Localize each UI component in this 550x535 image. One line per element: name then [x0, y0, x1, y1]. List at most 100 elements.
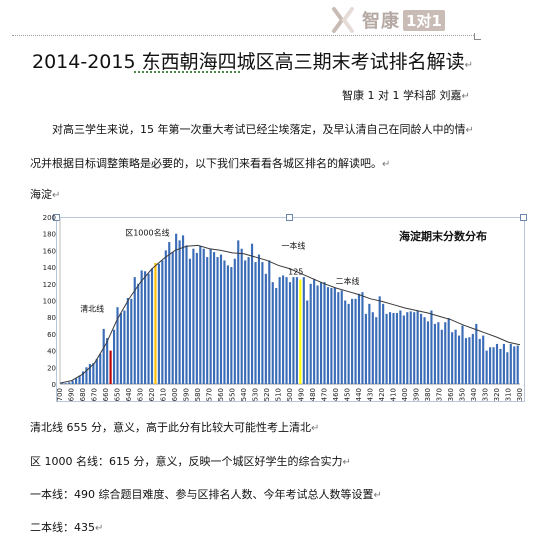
x-tick-label: 310: [505, 388, 513, 401]
bar: [192, 248, 195, 384]
bar: [471, 333, 474, 384]
bar: [185, 245, 188, 384]
bar: [250, 243, 254, 384]
kangaroo-x-logo-icon: [330, 6, 358, 34]
x-tick-label: 620: [148, 388, 156, 401]
bar: [409, 311, 412, 384]
chart-annotation: 二本线: [336, 276, 360, 286]
bar: [219, 254, 223, 384]
bar: [282, 275, 285, 384]
bar: [92, 363, 95, 384]
paragraph-mark-icon: ↵: [464, 60, 473, 71]
bar: [337, 292, 340, 384]
bar: [416, 310, 419, 384]
header-divider: [12, 35, 474, 36]
bar: [81, 371, 85, 384]
bar: [461, 325, 464, 384]
x-tick-label: 660: [102, 388, 110, 401]
bar: [344, 300, 347, 384]
bar: [509, 343, 512, 384]
brand-logo: 智康 1对1: [330, 6, 445, 34]
y-tick-label: 200: [43, 214, 56, 222]
bar: [368, 303, 371, 384]
rank1000-line-text: 区 1000 名线：615 分，意义，反映一个城区好学生的综合实力↵: [30, 453, 351, 469]
chart-title: 海淀期末分数分布: [399, 229, 487, 243]
bar: [437, 322, 440, 384]
bar: [420, 313, 423, 384]
x-tick-label: 470: [321, 388, 329, 401]
author-line: 智康 1 对 1 学科部 刘嘉↵: [342, 87, 470, 103]
bar: [206, 257, 209, 384]
bar: [140, 270, 143, 384]
bar: [195, 252, 198, 384]
x-tick-label: 480: [309, 388, 317, 401]
spellcheck-underline: [134, 71, 240, 73]
bar: [254, 262, 257, 384]
bar: [147, 273, 150, 384]
bar: [119, 313, 123, 384]
bar: [164, 250, 167, 384]
paragraph-mark-icon: ↵: [382, 159, 391, 170]
qingbei-text: 清北线 655 分，意义，高于此分有比较大可能性考上清北: [30, 421, 311, 434]
bar: [257, 254, 261, 384]
x-tick-label: 370: [436, 388, 444, 401]
bar: [278, 277, 281, 384]
bar: [216, 257, 219, 384]
qingbei-line-text: 清北线 655 分，意义，高于此分有比较大可能性考上清北↵: [30, 419, 319, 435]
x-tick-label: 410: [390, 388, 398, 401]
y-tick-label: 80: [47, 314, 56, 322]
bar: [378, 296, 381, 384]
erben-line-text: 二本线：435↵: [30, 519, 103, 535]
bar: [123, 310, 126, 384]
erben-text: 二本线：435: [30, 521, 95, 534]
yiben-text: 一本线：490 综合题目难度、参与区排名人数、今年考试总人数等设置: [30, 488, 374, 501]
bar: [388, 312, 392, 384]
author-text: 智康 1 对 1 学科部 刘嘉: [342, 89, 462, 102]
bar: [188, 258, 192, 384]
bar: [157, 263, 160, 384]
bar: [112, 329, 116, 384]
bar: [202, 248, 205, 384]
logo-box: 1对1: [403, 9, 445, 31]
bar: [126, 297, 129, 384]
bar: [137, 283, 140, 384]
resize-handle-top-right[interactable]: [520, 214, 527, 221]
y-tick-label: 160: [43, 247, 56, 255]
trend-line: [59, 244, 521, 384]
bar: [451, 332, 454, 384]
bar: [495, 343, 499, 384]
score-distribution-chart[interactable]: 0 20 40 60 80 100 120 140 160 180 200 700 690 680 670 6…: [30, 213, 527, 402]
bar: [399, 310, 402, 384]
bar: [223, 260, 226, 384]
bar: [426, 321, 430, 384]
y-tick-label: 180: [43, 231, 56, 239]
x-tick-label: 570: [206, 388, 214, 401]
bar: [244, 260, 247, 384]
bar: [326, 287, 330, 384]
bar: [382, 303, 385, 384]
bar: [506, 352, 509, 384]
bar: [199, 246, 202, 384]
bar: [68, 382, 71, 384]
y-tick-label: 20: [47, 364, 56, 372]
title-text: 2014-2015 东西朝海四城区高三期末考试排名解读: [32, 51, 465, 73]
x-tick-label: 520: [263, 388, 271, 401]
bar: [457, 335, 461, 384]
x-tick-label: 510: [275, 388, 283, 401]
bar: [178, 240, 181, 384]
x-tick-label: 680: [79, 388, 87, 401]
bar: [302, 277, 305, 384]
bar: [150, 268, 154, 384]
x-tick-label: 460: [332, 388, 340, 401]
x-tick-label: 600: [171, 388, 179, 401]
x-tick-label: 490: [298, 388, 306, 401]
bar: [413, 312, 416, 384]
bar: [168, 242, 171, 384]
x-tick-label: 440: [355, 388, 363, 401]
bar: [130, 298, 133, 384]
bar: [333, 287, 336, 384]
resize-handle-top-middle[interactable]: [286, 214, 293, 221]
bar: [247, 257, 250, 384]
x-tick-label: 580: [194, 388, 202, 401]
bar: [181, 235, 185, 384]
